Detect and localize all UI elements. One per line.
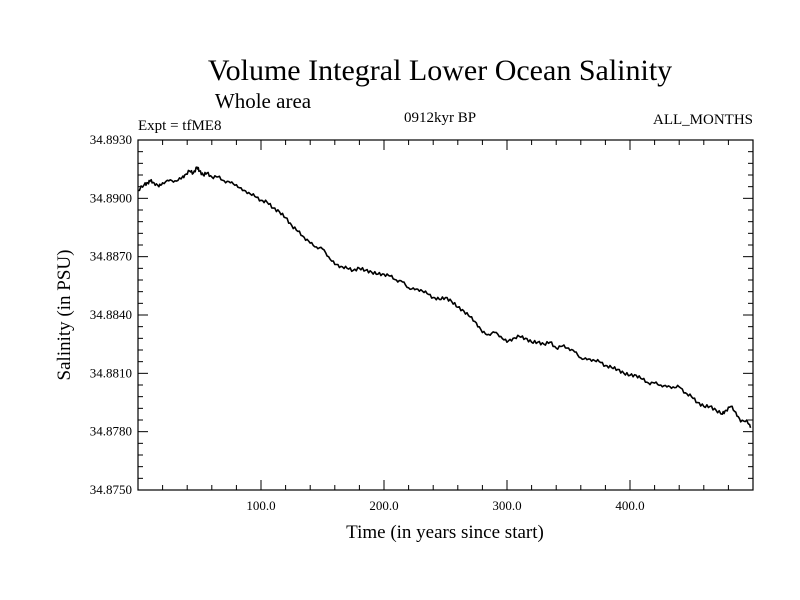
plot-frame bbox=[137, 139, 754, 491]
y-tick-label: 34.8780 bbox=[90, 424, 132, 439]
y-axis-label: Salinity (in PSU) bbox=[54, 250, 75, 381]
chart-title: Volume Integral Lower Ocean Salinity bbox=[208, 54, 672, 87]
experiment-label: Expt = tfME8 bbox=[138, 118, 221, 134]
y-tick-label: 34.8900 bbox=[90, 190, 132, 205]
x-tick-label: 400.0 bbox=[615, 498, 644, 513]
y-tick-label: 34.8750 bbox=[90, 482, 132, 497]
tick-labels: 100.0 200.0 300.0 400.0 34.8750 34.8780 34.881… bbox=[90, 132, 645, 513]
x-axis-label: Time (in years since start) bbox=[346, 522, 544, 543]
y-tick-label: 34.8870 bbox=[90, 249, 132, 264]
months-label: ALL_MONTHS bbox=[653, 112, 753, 128]
y-tick-label: 34.8840 bbox=[90, 307, 132, 322]
x-tick-label: 100.0 bbox=[246, 498, 275, 513]
y-tick-label: 34.8930 bbox=[90, 132, 132, 147]
period-label: 0912kyr BP bbox=[404, 110, 476, 126]
salinity-line bbox=[137, 166, 752, 429]
axis-ticks bbox=[138, 139, 753, 491]
x-tick-label: 200.0 bbox=[369, 498, 398, 513]
x-tick-label: 300.0 bbox=[492, 498, 521, 513]
chart-subtitle: Whole area bbox=[215, 89, 312, 113]
y-tick-label: 34.8810 bbox=[90, 365, 132, 380]
